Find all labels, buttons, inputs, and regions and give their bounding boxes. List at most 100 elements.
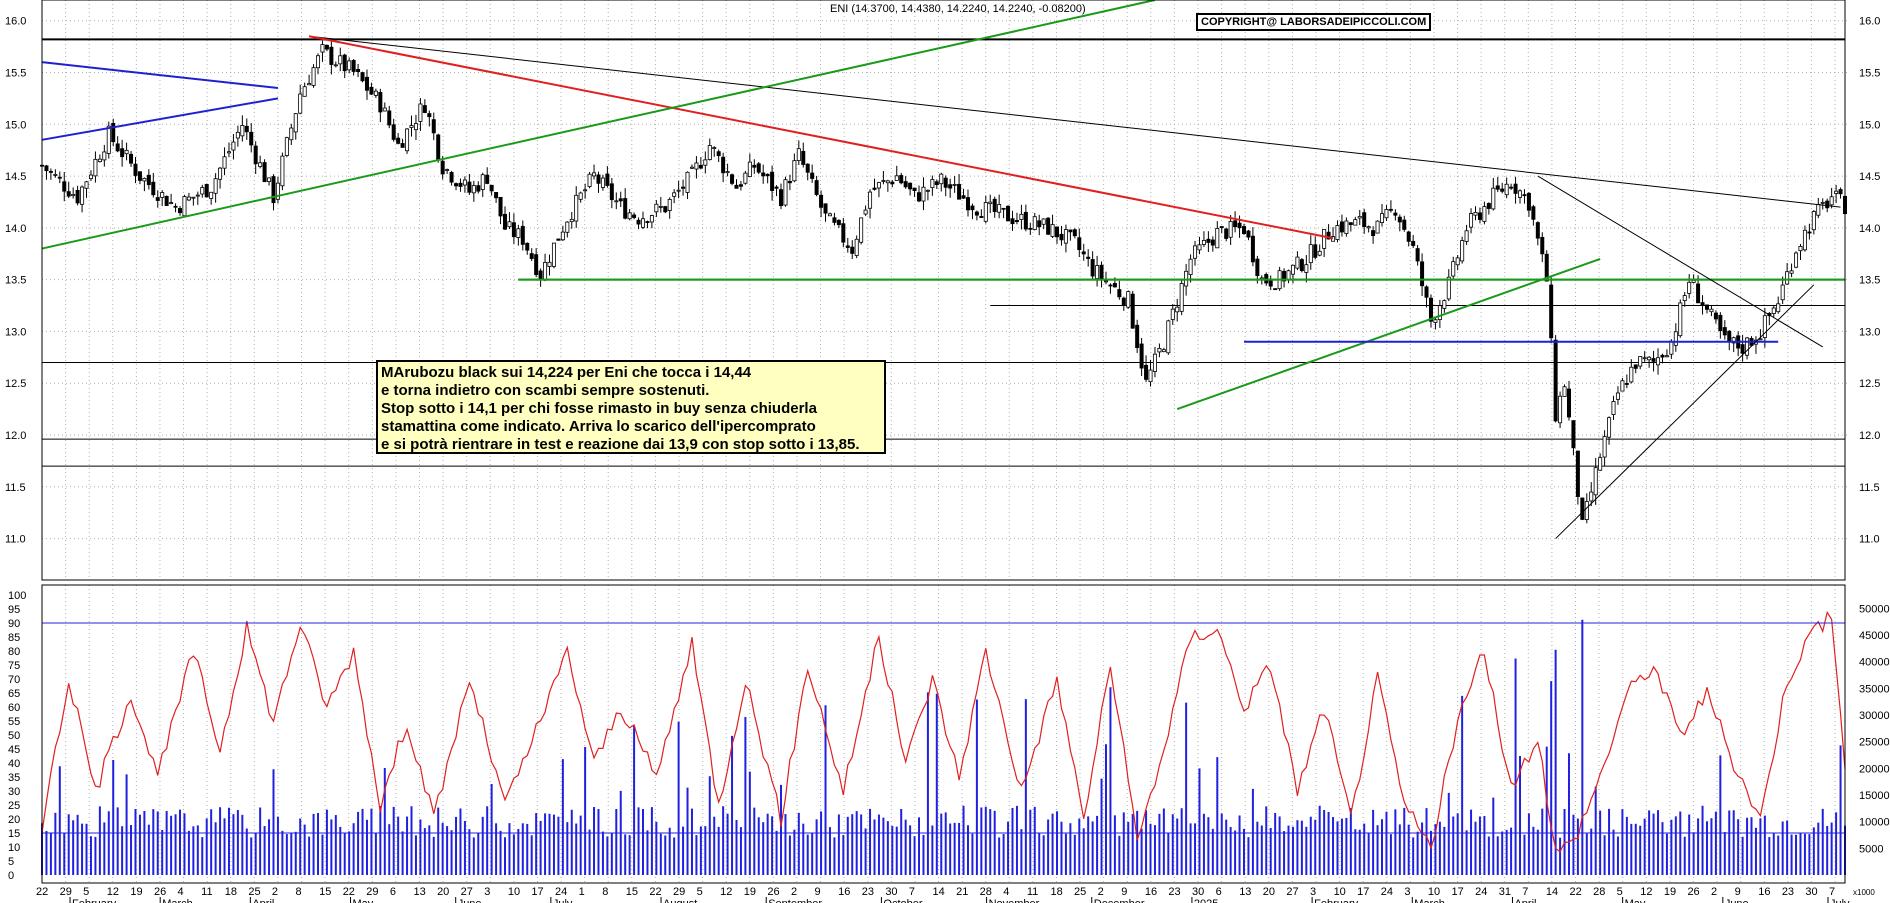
candle-body: [178, 208, 183, 214]
candle-body: [1807, 231, 1812, 234]
candle-body: [1393, 212, 1398, 216]
candle-body: [1509, 186, 1514, 189]
candle-body: [1687, 281, 1692, 294]
candle-body: [427, 113, 432, 118]
candle-body: [1620, 380, 1625, 392]
candle-body: [333, 64, 338, 67]
rsi-tick-label: 20: [8, 814, 20, 826]
candle-body: [1072, 229, 1077, 237]
candle-body: [845, 245, 850, 248]
month-label: May: [353, 898, 374, 903]
x-tick-label: 4: [178, 886, 184, 898]
candle-body: [1090, 259, 1095, 277]
candle-body: [356, 69, 361, 72]
x-tick-label: 22: [649, 886, 661, 898]
candle-body: [1397, 216, 1402, 223]
candle-body: [1130, 293, 1135, 329]
x-tick-label: 3: [1310, 886, 1316, 898]
candle-body: [409, 125, 414, 128]
volume-tick-label: 50000: [1859, 603, 1890, 615]
oscillator-panel-frame: [41, 584, 1846, 884]
month-label: July: [1830, 898, 1850, 903]
y-tick-label: 11.5: [1859, 482, 1880, 494]
candle-body: [614, 200, 619, 203]
x-tick-label: 14: [1546, 886, 1558, 898]
candle-body: [102, 151, 107, 161]
candle-body: [1633, 364, 1638, 369]
trendline-red: [308, 35, 1334, 240]
x-tick-label: 17: [1357, 886, 1369, 898]
month-label: July: [553, 898, 573, 903]
candle-body: [943, 177, 948, 188]
candle-body: [1473, 212, 1478, 216]
trendline-green: [1176, 257, 1601, 411]
candle-body: [1553, 339, 1558, 422]
candle-body: [1540, 236, 1545, 255]
candle-body: [405, 128, 410, 152]
candle-body: [480, 174, 485, 190]
x-tick-label: 25: [248, 886, 260, 898]
candle-body: [1148, 369, 1153, 383]
candle-body: [707, 145, 712, 160]
candle-body: [988, 201, 993, 205]
candle-body: [694, 162, 699, 170]
candle-body: [240, 124, 245, 137]
candle-body: [1286, 270, 1291, 280]
candle-body: [1353, 219, 1358, 226]
candle-body: [1077, 237, 1082, 251]
candle-body: [1571, 420, 1576, 449]
copyright-badge: COPYRIGHT@ LABORSADEIPICCOLI.COM: [1196, 13, 1432, 31]
candle-body: [1099, 264, 1104, 280]
candle-body: [1219, 226, 1224, 228]
candle-body: [1326, 231, 1331, 240]
candle-body: [672, 192, 677, 197]
volume-tick-label: 10000: [1859, 817, 1890, 829]
x-tick-label: 2: [1098, 886, 1104, 898]
candle-body: [1785, 271, 1790, 285]
candle-body: [338, 55, 343, 65]
candle-body: [1206, 238, 1211, 243]
rsi-tick-label: 70: [8, 674, 20, 686]
candle-body: [632, 214, 637, 218]
rsi-tick-label: 65: [8, 688, 20, 700]
x-tick-label: 12: [107, 886, 119, 898]
resistance-levels: [42, 38, 1845, 467]
candle-body: [1825, 200, 1830, 209]
candle-body: [1762, 315, 1767, 338]
candle-body: [765, 173, 770, 177]
y-tick-label: 15.5: [1859, 68, 1880, 80]
candle-body: [1121, 297, 1126, 306]
candle-body: [146, 174, 151, 186]
candle-body: [1290, 264, 1295, 275]
annotation-line: MArubozu black sui 14,224 per Eni che to…: [381, 364, 752, 381]
rsi-tick-label: 25: [8, 800, 20, 812]
candle-body: [222, 156, 227, 169]
candle-body: [1433, 319, 1438, 323]
candle-body: [1152, 353, 1157, 372]
x-tick-label: 7: [909, 886, 915, 898]
candle-body: [934, 181, 939, 186]
rsi-tick-label: 35: [8, 772, 20, 784]
candle-body: [1442, 300, 1447, 309]
x-tick-label: 5: [697, 886, 703, 898]
volume-tick-label: 15000: [1859, 790, 1890, 802]
candle-body: [169, 202, 174, 204]
annotation-line: e si potrà rientrare in test e reazione …: [381, 436, 860, 453]
candle-body: [1816, 203, 1821, 216]
candle-body: [1722, 327, 1727, 336]
candle-body: [489, 184, 494, 192]
candle-body: [596, 174, 601, 184]
candle-body: [97, 158, 102, 163]
annotation-line: stamattina come indicato. Arriva lo scar…: [381, 418, 816, 435]
candle-body: [1838, 189, 1843, 195]
candle-body: [565, 221, 570, 233]
rsi-tick-label: 30: [8, 786, 20, 798]
candle-body: [213, 178, 218, 194]
x-tick-label: 23: [862, 886, 874, 898]
x-tick-label: 28: [980, 886, 992, 898]
x-tick-label: 31: [1499, 886, 1511, 898]
candle-body: [738, 184, 743, 187]
candle-body: [1562, 386, 1567, 397]
x-tick-label: 18: [225, 886, 237, 898]
x-tick-label: 5: [83, 886, 89, 898]
